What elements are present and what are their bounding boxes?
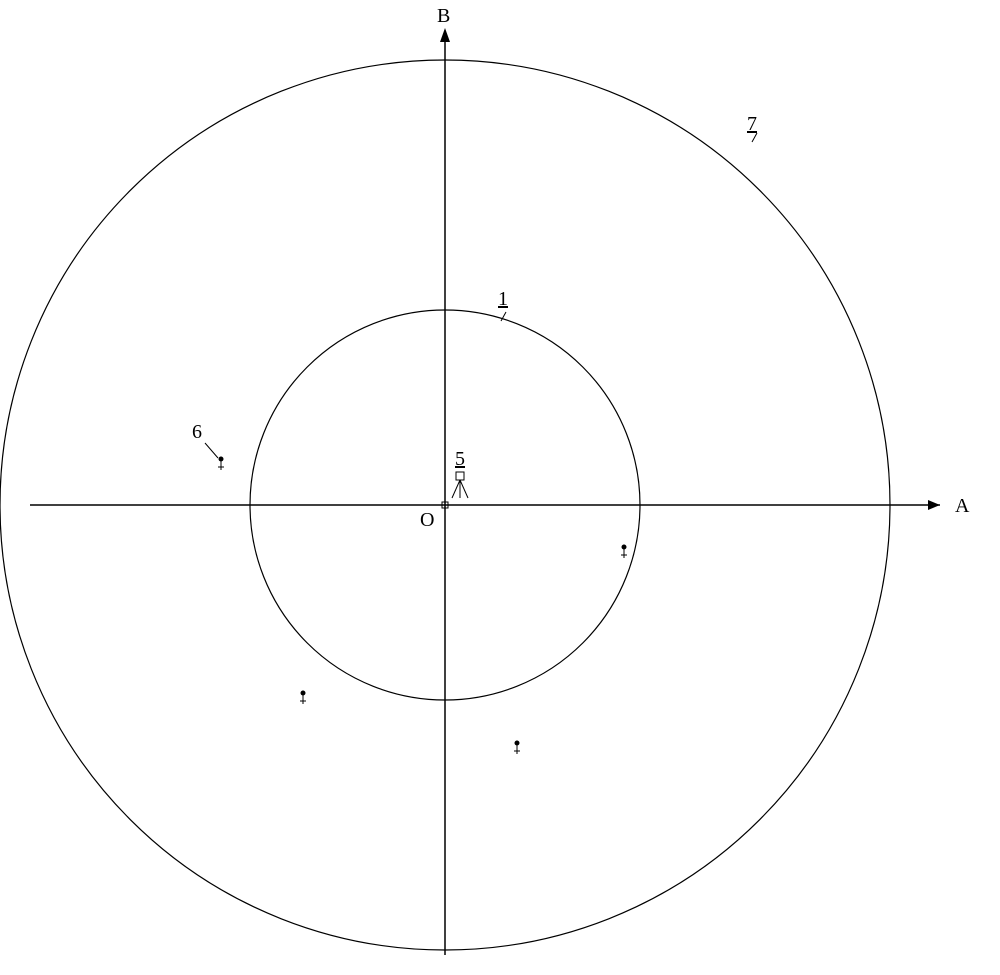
- leader-6: [205, 443, 218, 458]
- diagram-svg: [0, 0, 1000, 975]
- tripod-icon: [452, 472, 468, 498]
- point-marker-1: [218, 457, 224, 471]
- label-B: B: [437, 5, 450, 28]
- label-O: O: [420, 509, 434, 532]
- label-1: 1: [498, 288, 508, 311]
- label-7: 7: [747, 113, 757, 136]
- point-marker-3: [514, 741, 520, 755]
- point-marker-2: [300, 691, 306, 705]
- arrow-up: [440, 28, 450, 42]
- point-marker-4: [621, 545, 627, 559]
- label-A: A: [955, 495, 969, 518]
- label-6: 6: [192, 421, 202, 444]
- label-5: 5: [455, 448, 465, 471]
- arrow-right: [928, 500, 940, 510]
